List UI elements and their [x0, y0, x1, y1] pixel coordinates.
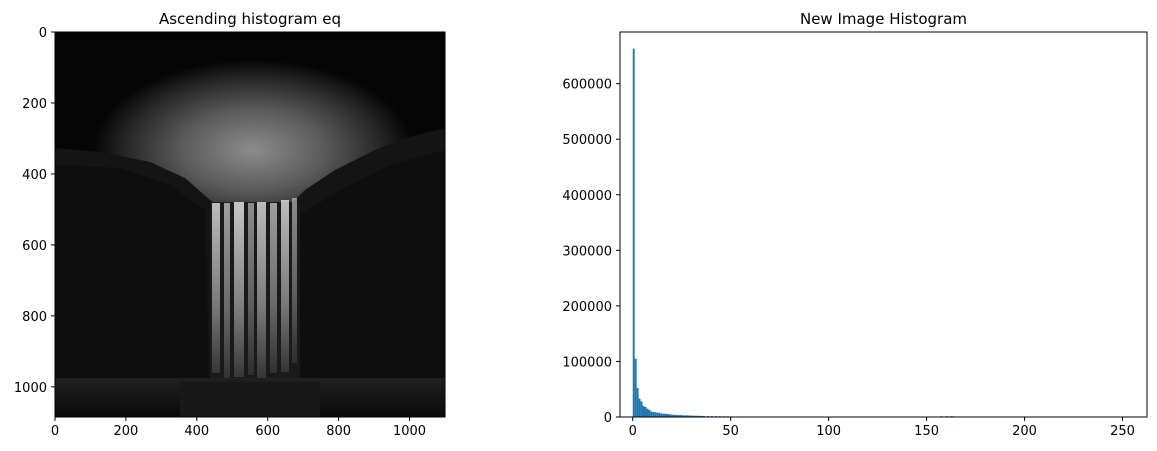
histogram-x-tick-label: 150: [914, 424, 939, 439]
histogram-bar: [636, 388, 639, 417]
histogram-bar: [673, 414, 676, 417]
histogram-bar: [699, 415, 702, 417]
histogram-x-tick-label: 50: [722, 424, 739, 439]
histogram-bar: [677, 415, 680, 417]
histogram-y-tick-label: 100000: [562, 355, 612, 370]
histogram-bar: [648, 409, 651, 417]
histogram-bar: [634, 358, 637, 417]
image-x-tick-label: 200: [113, 424, 138, 439]
image-x-tick-label: 800: [326, 424, 351, 439]
image-ticks: 0 200 400 600 800 1000 0 200 400 600 800 1000: [14, 26, 426, 439]
histogram-bar: [660, 413, 663, 417]
image-axes: Ascending histogram eq: [14, 10, 446, 439]
histogram-frame: [619, 31, 1148, 418]
histogram-bar: [669, 414, 672, 417]
histogram-y-tick-label: 400000: [562, 189, 612, 204]
image-x-tick-label: 0: [51, 424, 59, 439]
histogram-y-tick-label: 0: [604, 411, 612, 426]
histogram-x-tick-label: 0: [629, 424, 637, 439]
histogram-bar: [683, 415, 686, 417]
histogram-x-tick-label: 200: [1012, 424, 1037, 439]
image-x-tick-label: 600: [255, 424, 280, 439]
histogram-bar: [654, 412, 657, 417]
histogram-bar: [693, 415, 696, 417]
histogram-axes: New Image Histogram 0 50 100 150 200 250 0 1000…: [562, 10, 1148, 439]
histogram-bar: [646, 408, 649, 417]
image-title: Ascending histogram eq: [159, 10, 341, 28]
histogram-bar: [656, 412, 659, 417]
histogram-y-tick-label: 300000: [562, 244, 612, 259]
histogram-bar: [638, 398, 641, 417]
image-y-tick-label: 0: [39, 26, 47, 41]
histogram-ticks: 0 50 100 150 200 250 0 100000 200000 300000 400000…: [562, 78, 1135, 439]
histogram-bar: [695, 415, 698, 417]
image-x-tick-label: 400: [184, 424, 209, 439]
image-y-tick-label: 800: [22, 310, 47, 325]
histogram-bar: [662, 413, 665, 417]
histogram-bar: [697, 415, 700, 417]
histogram-bar: [652, 412, 655, 417]
histogram-x-tick-label: 250: [1110, 424, 1135, 439]
histogram-bar: [675, 415, 678, 417]
histogram-bars: [632, 48, 955, 418]
histogram-bar: [671, 414, 674, 417]
histogram-bar: [667, 414, 670, 417]
histogram-bar: [681, 415, 684, 417]
waterfall-image: [55, 32, 445, 417]
image-x-tick-label: 1000: [393, 424, 426, 439]
image-y-tick-label: 600: [22, 239, 47, 254]
histogram-title: New Image Histogram: [800, 10, 967, 28]
histogram-y-tick-label: 600000: [562, 78, 612, 93]
histogram-y-tick-label: 500000: [562, 133, 612, 148]
histogram-bar: [650, 411, 653, 417]
histogram-bar: [701, 415, 704, 417]
histogram-bar: [679, 415, 682, 417]
image-y-tick-label: 200: [22, 97, 47, 112]
histogram-bar: [640, 401, 643, 417]
histogram-bar: [685, 415, 688, 417]
histogram-bar: [689, 415, 692, 417]
histogram-bar: [658, 412, 661, 417]
histogram-bar: [632, 48, 635, 418]
histogram-bar: [644, 407, 647, 417]
histogram-bar: [664, 413, 667, 417]
histogram-x-tick-label: 100: [816, 424, 841, 439]
histogram-bar: [703, 415, 706, 417]
image-y-tick-label: 1000: [14, 381, 47, 396]
histogram-bar: [691, 415, 694, 417]
histogram-bar: [666, 413, 668, 417]
image-y-tick-label: 400: [22, 168, 47, 183]
image-frame: [54, 31, 446, 418]
histogram-y-tick-label: 200000: [562, 300, 612, 315]
histogram-bar: [642, 405, 645, 417]
falling-water: [212, 198, 297, 381]
histogram-bar: [687, 415, 690, 417]
